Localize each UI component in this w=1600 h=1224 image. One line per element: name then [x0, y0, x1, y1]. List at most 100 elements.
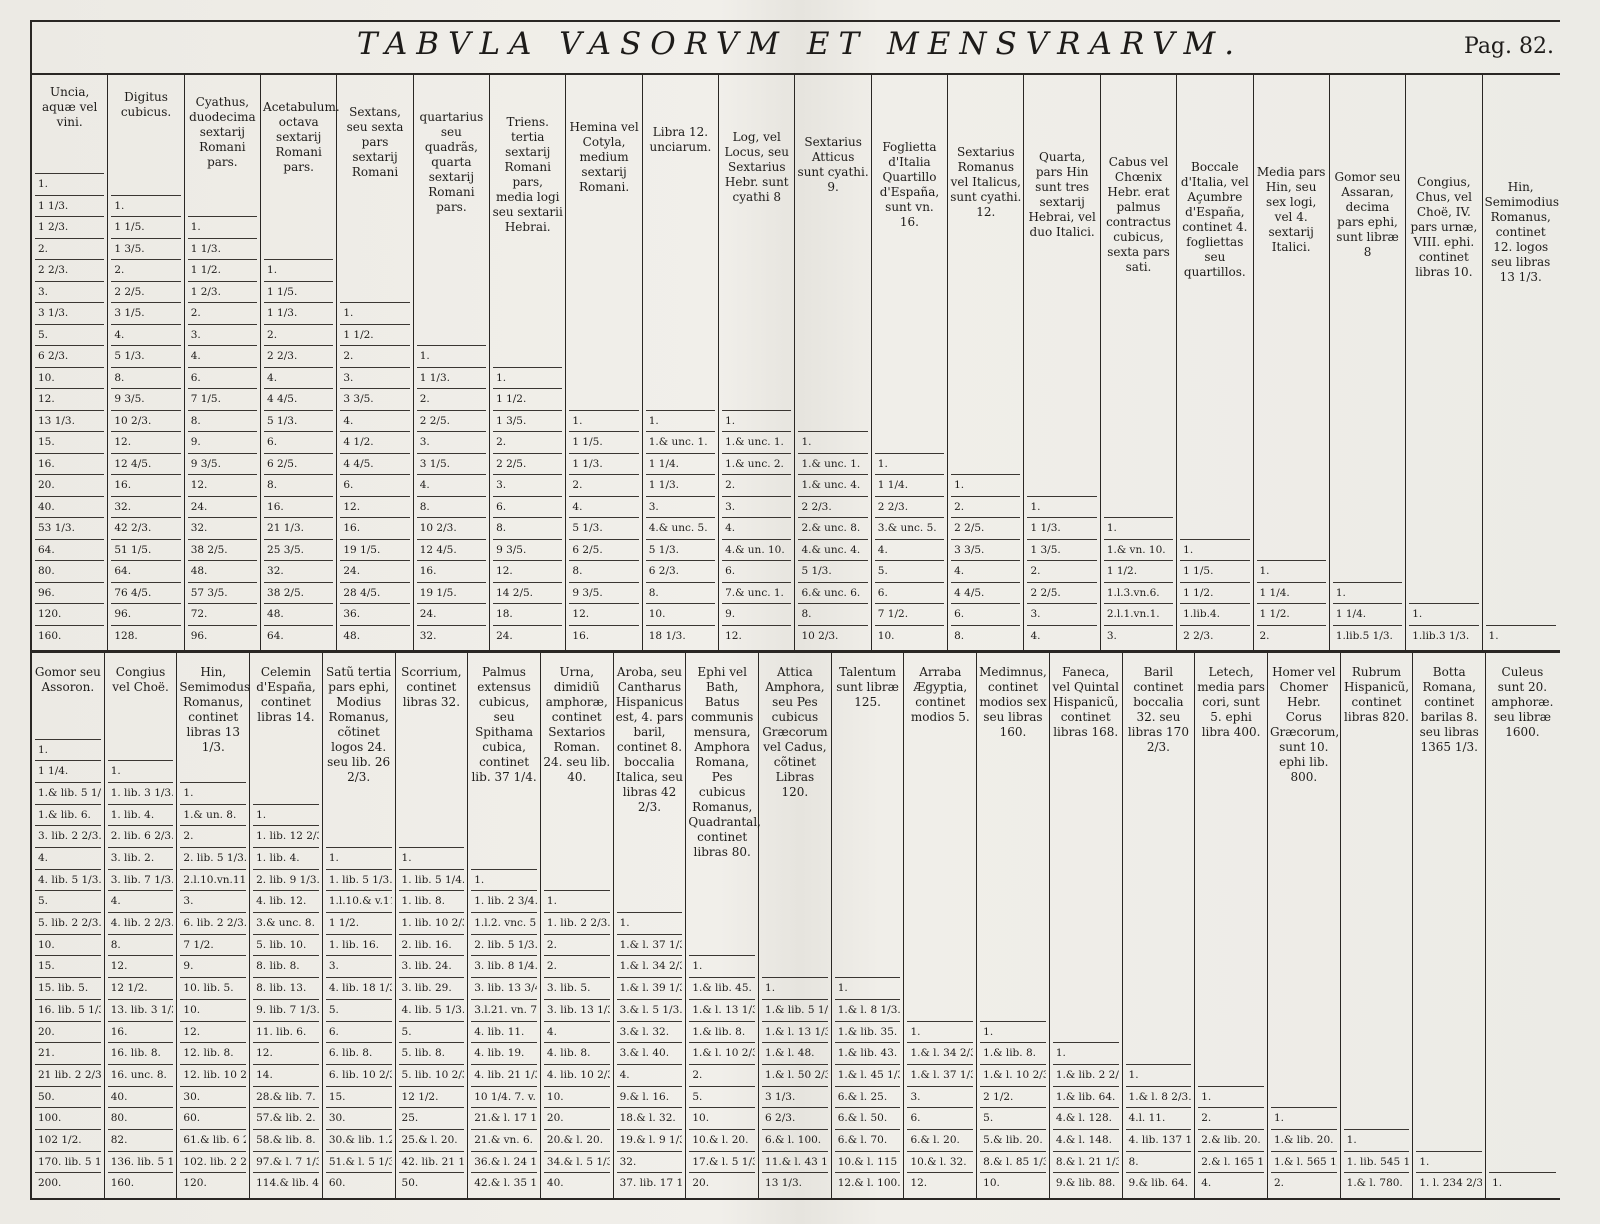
- table-cell: 1. lib. 10 2/3.: [398, 912, 465, 934]
- table-cell: 5. lib. 10 2/3.: [398, 1063, 465, 1086]
- table-cell: 16.: [111, 474, 181, 496]
- table-cell: 4.& unc. 4.: [798, 538, 868, 561]
- table-cell: 12.: [107, 955, 174, 977]
- column-header: Quarta, pars Hin sunt tres sextarij Hebr…: [1028, 150, 1096, 239]
- value-list: 1. 1. l. 234 2/3.: [1416, 1150, 1483, 1194]
- table-cell: 4.: [722, 517, 792, 539]
- table-cell: 1 1/2.: [187, 259, 258, 281]
- table-cell: 2.: [569, 474, 639, 496]
- table-cell: 10.: [689, 1107, 756, 1129]
- table-cell: 1 1/3.: [1027, 517, 1097, 539]
- table-cell: 160.: [35, 624, 105, 647]
- table-cell: 3 1/5.: [111, 302, 181, 324]
- table-cell: 4. lib. 2 2/3.: [107, 912, 174, 934]
- table-cell: 50.: [398, 1172, 465, 1194]
- value-list: 1. 1 1/5. 1 1/3. 2. 2 2/3. 4. 4 4/5. 5 1/3. 6. 6 …: [264, 259, 334, 646]
- table-cell: 12. lib. 8.: [180, 1042, 247, 1064]
- value-list: 1. 1. lib. 2 2/3. 2. 2. 3. lib. 5. 3. lib. 13…: [543, 890, 610, 1194]
- table-cell: 1 1/4.: [1332, 603, 1403, 625]
- table-cell: 2.: [264, 323, 334, 346]
- table-cell: 6.: [187, 366, 258, 389]
- bottom_band-column: Botta Romana, continet barilas 8. seu li…: [1413, 653, 1487, 1198]
- table-cell: 3.: [1103, 624, 1174, 647]
- table-cell: 1 1/5.: [111, 216, 181, 238]
- table-cell: 16.: [569, 624, 639, 647]
- table-cell: 8. lib. 13.: [253, 977, 319, 999]
- table-cell: 10 2/3.: [111, 409, 181, 432]
- table-cell: 13 1/3.: [35, 409, 105, 432]
- table-cell: 12.: [180, 1020, 247, 1043]
- table-cell: 12 4/5.: [111, 452, 181, 475]
- table-cell: 3.l.21. vn. 7.: [471, 998, 537, 1021]
- table-cell: 1 3/5.: [493, 409, 563, 432]
- table-cell: 38 2/5.: [264, 581, 334, 604]
- table-cell: 4. lib. 137 1/3.: [1125, 1128, 1192, 1151]
- table-cell: 1.& unc. 1.: [798, 452, 868, 475]
- table-cell: 19 1/5.: [416, 581, 487, 604]
- table-cell: 12.: [722, 624, 792, 647]
- table-cell: 40.: [543, 1172, 610, 1194]
- table-cell: 42.& l. 35 1/3.: [471, 1172, 537, 1194]
- band-separator-rule: [30, 650, 1560, 653]
- table-cell: 12.: [35, 388, 105, 410]
- table-cell: 1.& lib. 2 2/3.: [1052, 1063, 1119, 1086]
- table-cell: 2. lib. 16.: [398, 933, 465, 956]
- table-cell: 10.: [35, 366, 105, 389]
- table-cell: 3.: [35, 280, 105, 303]
- column-header: Hemina vel Cotyla, medium sextarij Roman…: [569, 120, 639, 194]
- table-cell: 2. lib. 5 1/3.: [180, 847, 247, 869]
- table-cell: 160.: [107, 1172, 174, 1194]
- column-header: Culeus sunt 20. amphoræ. seu libræ 1600.: [1491, 665, 1554, 739]
- table-cell: 6.& l. 70.: [834, 1128, 901, 1151]
- table-cell: 1. lib. 12 2/3.: [253, 825, 319, 847]
- table-cell: 1.: [264, 259, 334, 281]
- table-cell: 1.: [874, 452, 945, 475]
- table-cell: 102 1/2.: [35, 1128, 101, 1151]
- column-header: Botta Romana, continet barilas 8. seu li…: [1419, 665, 1479, 754]
- table-cell: 1.& l. 13 1/3.: [689, 998, 756, 1021]
- table-cell: 40.: [107, 1085, 174, 1108]
- bottom_band-column: Aroba, seu Cantharus Hispanicus est, 4. …: [614, 653, 687, 1198]
- column-header: Medimnus, continet modios sex seu libras…: [979, 665, 1047, 739]
- table-cell: 2. lib. 6 2/3.: [107, 825, 174, 847]
- table-cell: 8.: [645, 581, 716, 604]
- value-list: 1.1 1/4.1.& lib. 5 1/3.1.& lib. 6.3. lib…: [35, 738, 101, 1194]
- table-cell: 9.: [722, 603, 792, 625]
- table-cell: 9.& lib. 64.: [1125, 1172, 1192, 1194]
- table-cell: 200.: [35, 1172, 101, 1194]
- bottom_band-column: Scorrium, continet libras 32. 1. 1. lib. 5…: [396, 653, 469, 1198]
- value-list: 1.: [1489, 1172, 1556, 1194]
- table-cell: 48.: [264, 603, 334, 625]
- table-cell: 58.& lib. 8.: [253, 1128, 319, 1151]
- table-cell: 24.: [187, 495, 258, 518]
- table-cell: 12.& l. 100.: [834, 1172, 901, 1194]
- table-cell: 1 3/5.: [111, 237, 181, 260]
- table-cell: 15.: [35, 431, 105, 453]
- column-header: Arraba Ægyptia, continet modios 5.: [910, 665, 970, 724]
- table-cell: 4.& un. 10.: [722, 538, 792, 561]
- value-list: 1. 1 1/3. 1 3/5. 2. 2 2/5. 3. 4.: [1027, 495, 1097, 647]
- table-cell: 4.: [111, 323, 181, 346]
- top_band-column: Foglietta d'Italia Quartillo d'España, s…: [872, 75, 949, 650]
- value-list: 1.1. lib. 5 1/4.1. lib. 8.1. lib. 10 2/3…: [398, 847, 465, 1194]
- table-cell: 30.: [180, 1085, 247, 1108]
- lower-table-band: Gomor seu Assoron.1.1 1/4.1.& lib. 5 1/3…: [32, 653, 1559, 1198]
- table-cell: 2 2/3.: [1180, 624, 1250, 647]
- table-cell: 1 2/3.: [187, 280, 258, 303]
- table-cell: 8.: [569, 560, 639, 582]
- table-cell: 1.: [722, 409, 792, 432]
- table-cell: 1.l.2. vnc. 5.: [471, 912, 537, 934]
- table-cell: 1.& l. 13 1/3.: [762, 1020, 828, 1043]
- table-cell: 4 4/5.: [340, 452, 410, 475]
- table-cell: 1.lib.4.: [1180, 603, 1250, 625]
- value-list: 1.1. lib. 5 1/3.1.l.10.& v.11.1 1/2.1. l…: [325, 847, 392, 1194]
- table-cell: 16.: [107, 1020, 174, 1043]
- table-cell: 1.: [798, 431, 868, 453]
- column-header: Homer vel Chomer Hebr. Corus Græcorum, s…: [1269, 665, 1340, 784]
- table-cell: 3.: [340, 366, 410, 389]
- table-cell: 1 1/5.: [569, 431, 639, 453]
- table-cell: 1 1/2.: [1180, 581, 1250, 604]
- table-cell: 48.: [187, 560, 258, 582]
- value-list: 1.1.& lib. 8.1.& l. 10 2/3.2 1/2.5.5.& l…: [980, 1020, 1046, 1195]
- table-cell: 12. lib. 10 2/3.: [180, 1063, 247, 1086]
